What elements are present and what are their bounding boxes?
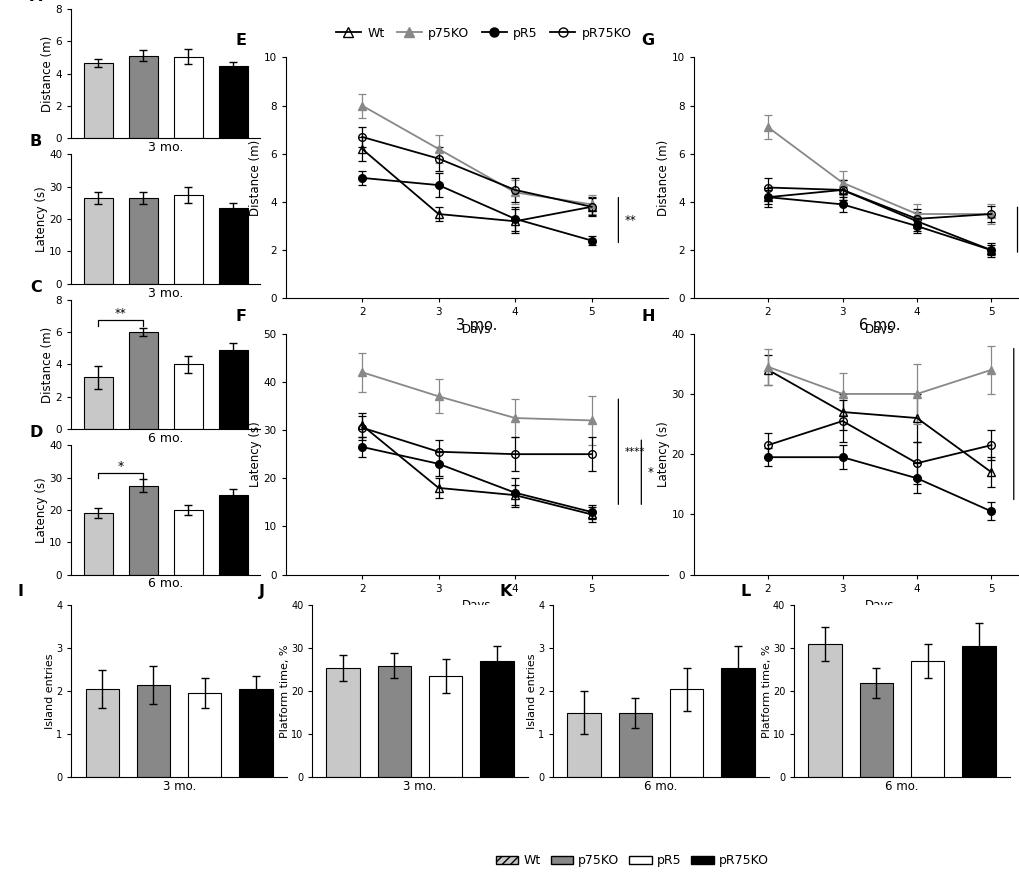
Bar [84,63,113,139]
Bar [218,350,248,429]
Y-axis label: Latency (s): Latency (s) [35,477,48,543]
X-axis label: Days: Days [864,323,894,336]
Bar [720,668,754,777]
Bar [173,57,203,139]
Text: I: I [17,584,23,599]
X-axis label: Days: Days [462,600,491,612]
Text: H: H [641,309,654,324]
Bar [429,676,462,777]
Y-axis label: Latency (s): Latency (s) [249,421,262,487]
Y-axis label: Distance (m): Distance (m) [42,327,54,403]
Text: D: D [30,425,43,440]
Y-axis label: Distance (m): Distance (m) [656,140,669,216]
X-axis label: 6 mo.: 6 mo. [644,780,677,793]
Bar [910,661,944,777]
X-axis label: 6 mo.: 6 mo. [148,577,183,591]
X-axis label: Days: Days [462,323,491,336]
Bar [239,689,272,777]
Y-axis label: Platform time, %: Platform time, % [761,645,770,738]
Bar [808,644,841,777]
Bar [218,208,248,283]
Bar [961,646,995,777]
Text: G: G [641,33,654,48]
Bar [218,495,248,575]
Bar [326,668,360,777]
Bar [84,198,113,283]
Text: J: J [258,584,264,599]
Bar [128,198,158,283]
Bar [128,332,158,429]
Text: **: ** [624,214,636,227]
X-axis label: 3 mo.: 3 mo. [148,287,183,299]
Bar [859,683,893,777]
Text: ****: **** [624,447,644,457]
Y-axis label: Island entries: Island entries [526,653,536,729]
X-axis label: 3 mo.: 3 mo. [404,780,436,793]
Y-axis label: Platform time, %: Platform time, % [279,645,289,738]
Y-axis label: Latency (s): Latency (s) [35,186,48,252]
Text: A: A [30,0,42,4]
Text: F: F [235,309,247,324]
Bar [173,365,203,429]
X-axis label: 6 mo.: 6 mo. [884,780,918,793]
Text: C: C [30,280,42,295]
X-axis label: 3 mo.: 3 mo. [162,780,196,793]
Bar [218,66,248,139]
Text: B: B [30,134,42,149]
Bar [128,56,158,139]
Bar [173,509,203,575]
Text: **: ** [115,307,126,320]
Text: L: L [740,584,750,599]
Bar [187,693,221,777]
Bar [173,195,203,283]
Title: 6 mo.: 6 mo. [858,318,900,333]
Legend: Wt, p75KO, pR5, pR75KO: Wt, p75KO, pR5, pR75KO [490,849,773,872]
Bar [377,666,411,777]
Bar [86,689,119,777]
Title: 3 mo.: 3 mo. [455,318,497,333]
Text: *: * [647,465,653,479]
Text: *: * [117,460,124,472]
X-axis label: Days: Days [864,600,894,612]
Bar [84,377,113,429]
Bar [137,685,170,777]
Text: E: E [235,33,247,48]
X-axis label: 6 mo.: 6 mo. [148,432,183,445]
Bar [669,689,703,777]
Y-axis label: Island entries: Island entries [45,653,55,729]
X-axis label: 3 mo.: 3 mo. [148,141,183,155]
Bar [128,486,158,575]
Y-axis label: Distance (m): Distance (m) [42,35,54,112]
Bar [619,713,651,777]
Y-axis label: Latency (s): Latency (s) [656,421,669,487]
Bar [480,661,514,777]
Bar [84,513,113,575]
Text: K: K [499,584,512,599]
Bar [567,713,600,777]
Legend: Wt, p75KO, pR5, pR75KO: Wt, p75KO, pR5, pR75KO [330,21,636,45]
Y-axis label: Distance (m): Distance (m) [249,140,262,216]
